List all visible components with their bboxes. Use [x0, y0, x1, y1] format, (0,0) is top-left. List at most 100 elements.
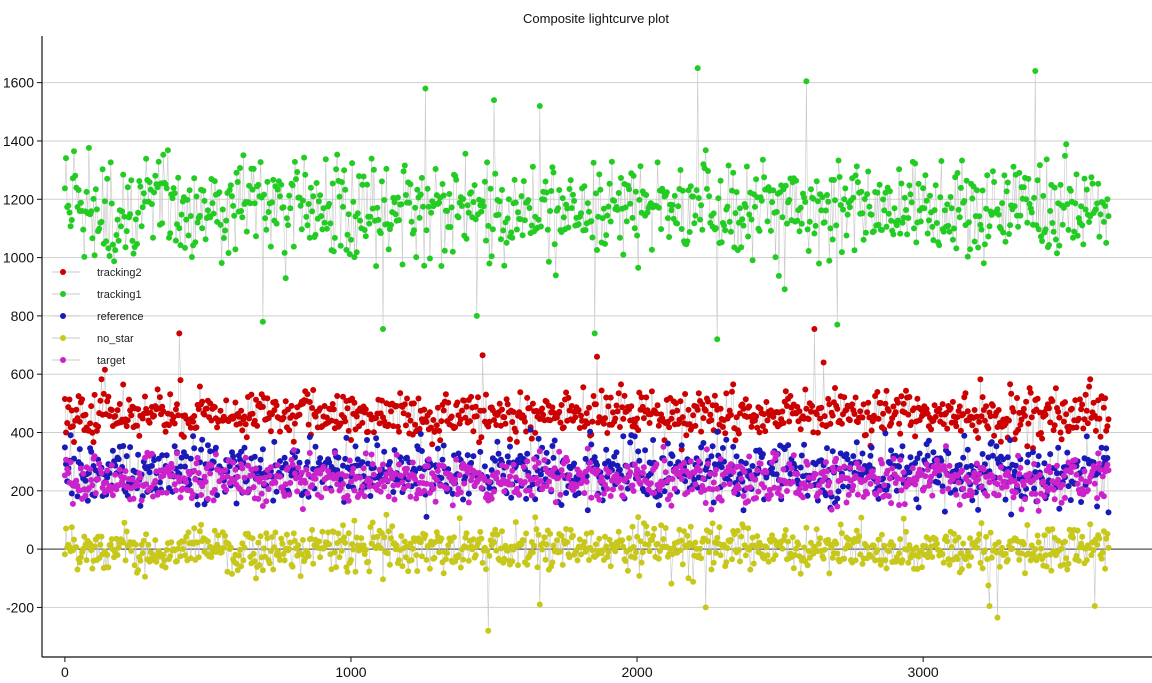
data-point: [808, 539, 814, 546]
data-point: [67, 432, 74, 439]
data-point: [1010, 408, 1017, 415]
data-point: [615, 390, 622, 397]
data-point: [171, 420, 178, 427]
data-point: [802, 386, 809, 393]
data-point: [323, 414, 330, 421]
data-point: [798, 220, 805, 227]
data-point: [600, 490, 607, 497]
data-point: [127, 444, 134, 451]
data-point: [264, 395, 271, 402]
data-point: [743, 163, 750, 170]
legend-label-no_star: no_star: [97, 333, 134, 345]
data-point: [299, 506, 306, 513]
data-point: [977, 221, 984, 228]
data-point: [829, 412, 836, 419]
data-point: [341, 534, 348, 541]
data-point: [1047, 469, 1054, 476]
data-point: [893, 487, 900, 494]
data-point: [97, 541, 104, 548]
data-point: [668, 415, 675, 422]
data-point: [660, 443, 667, 450]
data-point: [1023, 196, 1030, 203]
data-point: [259, 403, 266, 410]
data-point: [578, 210, 584, 217]
data-point: [343, 246, 350, 253]
data-point: [235, 413, 242, 420]
data-point: [643, 394, 650, 401]
data-point: [1009, 545, 1016, 552]
data-point: [1104, 531, 1111, 537]
data-point: [705, 538, 711, 545]
data-point: [315, 459, 322, 466]
data-point: [429, 441, 436, 448]
data-point: [735, 485, 742, 492]
data-point: [63, 456, 69, 463]
data-point: [790, 452, 797, 459]
data-point: [1036, 409, 1043, 416]
data-point: [908, 199, 915, 206]
data-point: [1056, 414, 1063, 421]
data-point: [804, 461, 811, 468]
data-point: [413, 552, 420, 559]
data-point: [620, 433, 627, 440]
data-point: [504, 401, 511, 408]
data-point: [230, 202, 237, 209]
data-point: [862, 432, 869, 438]
data-point: [654, 159, 661, 166]
data-point: [662, 469, 669, 476]
data-point: [219, 206, 226, 213]
data-point: [878, 531, 885, 538]
data-point: [904, 464, 911, 471]
data-point: [668, 207, 675, 214]
data-point: [321, 403, 328, 409]
data-point: [677, 167, 684, 173]
legend-label-target: target: [97, 355, 125, 367]
data-point: [464, 202, 471, 209]
data-point: [650, 532, 657, 539]
data-point: [840, 483, 846, 490]
data-point: [351, 517, 358, 524]
data-point: [163, 546, 170, 553]
data-point: [1067, 497, 1074, 504]
data-point: [523, 495, 530, 502]
data-point: [742, 460, 749, 467]
data-point: [198, 492, 205, 498]
data-point: [408, 557, 415, 564]
data-point: [345, 483, 352, 490]
data-point: [345, 497, 352, 504]
data-point: [830, 177, 837, 183]
data-point: [83, 188, 90, 195]
data-point: [822, 492, 829, 499]
data-point: [405, 568, 412, 575]
data-point: [860, 401, 867, 408]
data-point: [168, 539, 175, 546]
data-point: [939, 488, 946, 495]
data-point: [304, 459, 311, 466]
data-point: [449, 502, 456, 509]
data-point: [669, 476, 676, 482]
data-point: [342, 186, 349, 193]
data-point: [1079, 222, 1086, 229]
data-point: [811, 326, 818, 332]
data-point: [135, 567, 142, 574]
data-point: [229, 193, 235, 200]
data-point: [195, 470, 202, 477]
data-point: [146, 419, 153, 426]
data-point: [846, 543, 853, 550]
data-point: [923, 406, 930, 412]
data-point: [383, 165, 390, 172]
data-point: [170, 414, 177, 421]
data-point: [636, 196, 643, 203]
data-point: [408, 218, 415, 225]
data-point: [643, 192, 650, 198]
data-point: [635, 427, 642, 434]
data-point: [619, 537, 626, 544]
data-point: [844, 456, 851, 463]
data-point: [722, 227, 729, 234]
data-point: [143, 481, 150, 488]
data-point: [1051, 184, 1058, 191]
data-point: [882, 430, 889, 437]
data-point: [813, 178, 820, 185]
data-point: [191, 467, 198, 474]
data-point: [843, 451, 850, 458]
